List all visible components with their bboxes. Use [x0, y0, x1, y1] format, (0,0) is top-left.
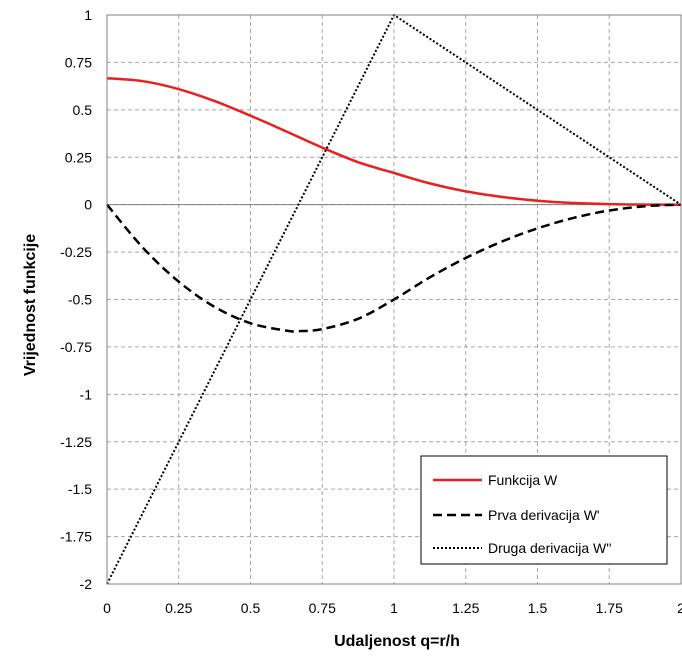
- x-tick-label: 0: [103, 600, 111, 616]
- y-tick-label: -1.5: [68, 481, 92, 497]
- x-tick-label: 1.5: [528, 600, 548, 616]
- series-line-0: [106, 76, 682, 206]
- y-tick-labels: 1 0.75 0.5 0.25 0 -0.25 -0.5 -0.75 -1 -1.25 -1.5 -1…: [60, 7, 92, 592]
- legend-label-funkcija-w: Funkcija W: [488, 472, 558, 488]
- x-tick-label: 2: [677, 600, 682, 616]
- y-tick-label: 1: [84, 7, 92, 23]
- y-tick-label: 0.5: [73, 102, 93, 118]
- y-tick-label: -1.75: [60, 529, 92, 545]
- x-tick-label: 1.75: [596, 600, 623, 616]
- legend-box: [420, 455, 668, 565]
- y-tick-label: 0.25: [65, 149, 92, 165]
- y-tick-label: -0.5: [68, 292, 92, 308]
- y-tick-label: -0.75: [60, 339, 92, 355]
- y-tick-label: -1.25: [60, 434, 92, 450]
- legend-label-druga-derivacija: Druga derivacija W'': [488, 540, 612, 556]
- x-tick-labels: 0 0.25 0.5 0.75 1 1.25 1.5 1.75 2: [103, 600, 682, 616]
- y-tick-label: -0.25: [60, 244, 92, 260]
- x-tick-label: 0.25: [165, 600, 192, 616]
- y-axis-title: Vrijednost funkcije: [22, 234, 39, 376]
- legend-label-prva-derivacija: Prva derivacija W': [488, 507, 600, 523]
- x-tick-label: 1: [390, 600, 398, 616]
- x-tick-label: 0.5: [241, 600, 261, 616]
- x-axis-title: Udaljenost q=r/h: [334, 633, 460, 650]
- y-tick-label: -1: [80, 386, 93, 402]
- y-tick-label: 0.75: [65, 54, 92, 70]
- y-tick-label: -2: [80, 576, 93, 592]
- x-tick-label: 0.75: [309, 600, 336, 616]
- series-line-1: [106, 203, 682, 333]
- y-tick-label: 0: [84, 197, 92, 213]
- x-tick-label: 1.25: [452, 600, 479, 616]
- plot-frame: [106, 14, 682, 585]
- legend: Funkcija W Prva derivacija W' Druga deri…: [420, 455, 668, 565]
